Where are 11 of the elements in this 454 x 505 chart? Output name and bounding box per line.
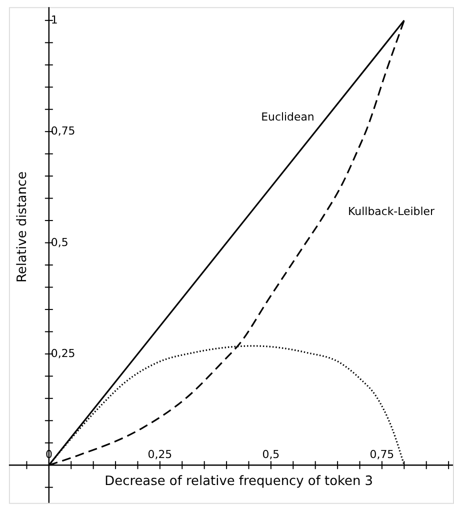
y-tick-label: 0,25: [50, 346, 76, 360]
x-tick-label: 0,25: [148, 448, 172, 462]
y-axis-title: Relative distance: [15, 171, 30, 282]
y-tick-label: 0,75: [50, 124, 76, 138]
y-tick-label: 0,5: [50, 236, 68, 249]
y-tick-label: 1: [50, 13, 58, 26]
x-tick-label: 0,75: [370, 448, 394, 462]
x-tick-label: 0,5: [262, 448, 280, 462]
series-label: Kullback-Leibler: [348, 205, 436, 218]
x-axis-title: Decrease of relative frequency of token 3: [104, 474, 374, 490]
series-label: Euclidean: [261, 110, 314, 124]
